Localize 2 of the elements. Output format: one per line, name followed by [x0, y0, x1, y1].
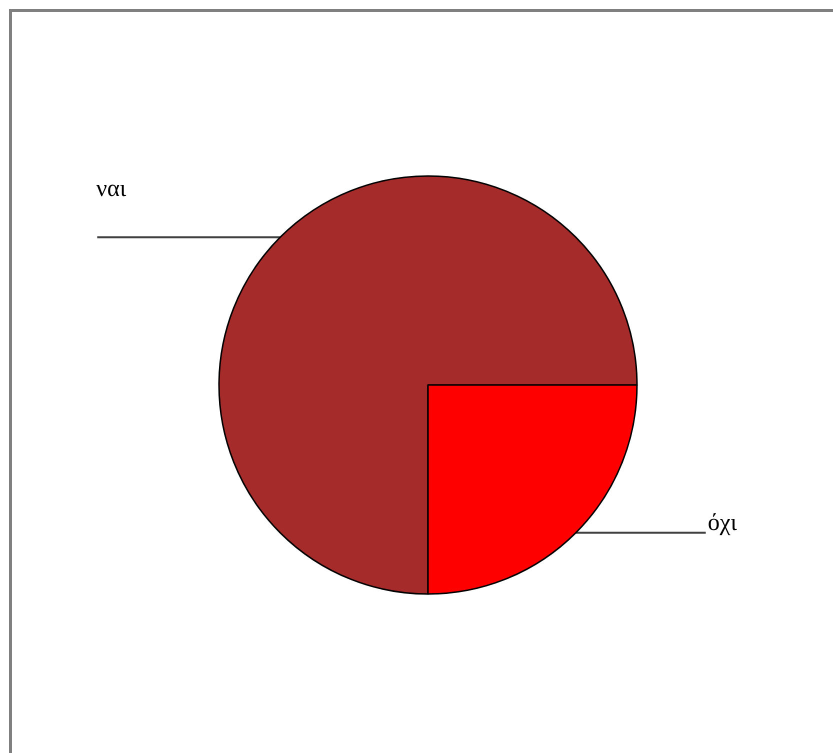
slice-label: όχι	[708, 510, 738, 536]
slice-label: ναι	[96, 176, 127, 202]
